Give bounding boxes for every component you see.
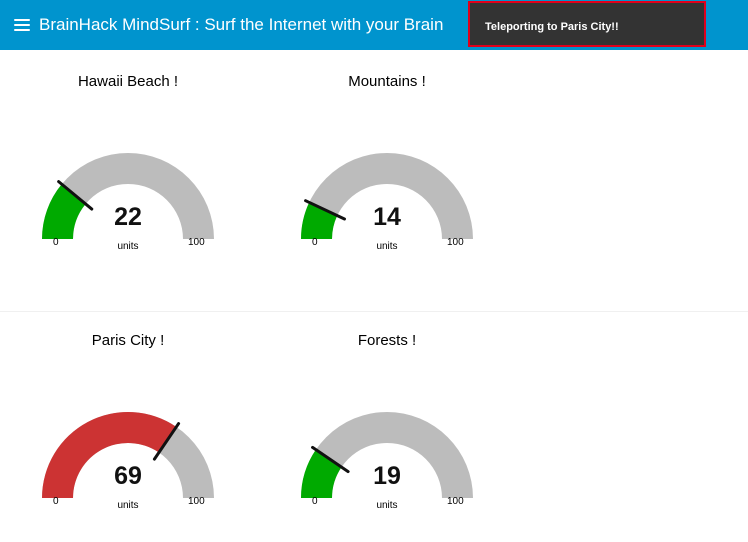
gauge-unit: units: [117, 500, 139, 511]
gauge-track: [301, 153, 473, 239]
gauge-needle: [57, 180, 94, 211]
gauge-value: 19: [373, 462, 401, 490]
gauge-unit: units: [376, 241, 398, 252]
toast-message: Teleporting to Paris City!!: [485, 21, 619, 33]
gauge-title: Paris City !: [91, 332, 165, 349]
gauge-dial: [301, 412, 473, 498]
gauge-max-label: 100: [447, 496, 464, 507]
app-title: BrainHack MindSurf : Surf the Internet w…: [39, 15, 444, 34]
gauge-min-label: 0: [53, 237, 59, 248]
gauge-min-label: 0: [312, 496, 318, 507]
gauge-title: Hawaii Beach !: [77, 73, 179, 90]
gauge-needle: [152, 422, 181, 461]
gauge-max-label: 100: [188, 237, 205, 248]
gauge-card-paris-city: Paris City ! 69 units 0 100: [28, 332, 228, 542]
gauge-title: Mountains !: [348, 73, 426, 90]
toast-notification: Teleporting to Paris City!!: [468, 1, 706, 47]
gauge-dial: [301, 153, 473, 239]
gauge-card-hawaii-beach: Hawaii Beach ! 22 units 0 100: [28, 73, 228, 283]
hamburger-menu-icon[interactable]: [14, 17, 32, 33]
gauge-dial: [42, 412, 214, 498]
gauge-needle: [311, 445, 350, 474]
gauge-fill: [42, 184, 86, 239]
gauge-card-forests: Forests ! 19 units 0 100: [287, 332, 487, 542]
gauge-value: 14: [373, 203, 401, 231]
row-divider: [0, 311, 748, 312]
gauge-card-mountains: Mountains ! 14 units 0 100: [287, 73, 487, 283]
gauge-needle: [304, 199, 346, 221]
gauge-max-label: 100: [447, 237, 464, 248]
gauge-max-label: 100: [188, 496, 205, 507]
gauge-dial: [42, 153, 214, 239]
gauge-value: 22: [114, 203, 142, 231]
gauge-unit: units: [376, 500, 398, 511]
gauge-track: [301, 412, 473, 498]
gauge-track: [42, 153, 214, 239]
gauge-title: Forests !: [357, 332, 417, 349]
gauge-fill: [42, 412, 177, 498]
gauge-unit: units: [117, 241, 139, 252]
top-app-bar: BrainHack MindSurf : Surf the Internet w…: [0, 0, 748, 50]
gauge-value: 69: [114, 462, 142, 490]
gauge-min-label: 0: [312, 237, 318, 248]
gauge-min-label: 0: [53, 496, 59, 507]
